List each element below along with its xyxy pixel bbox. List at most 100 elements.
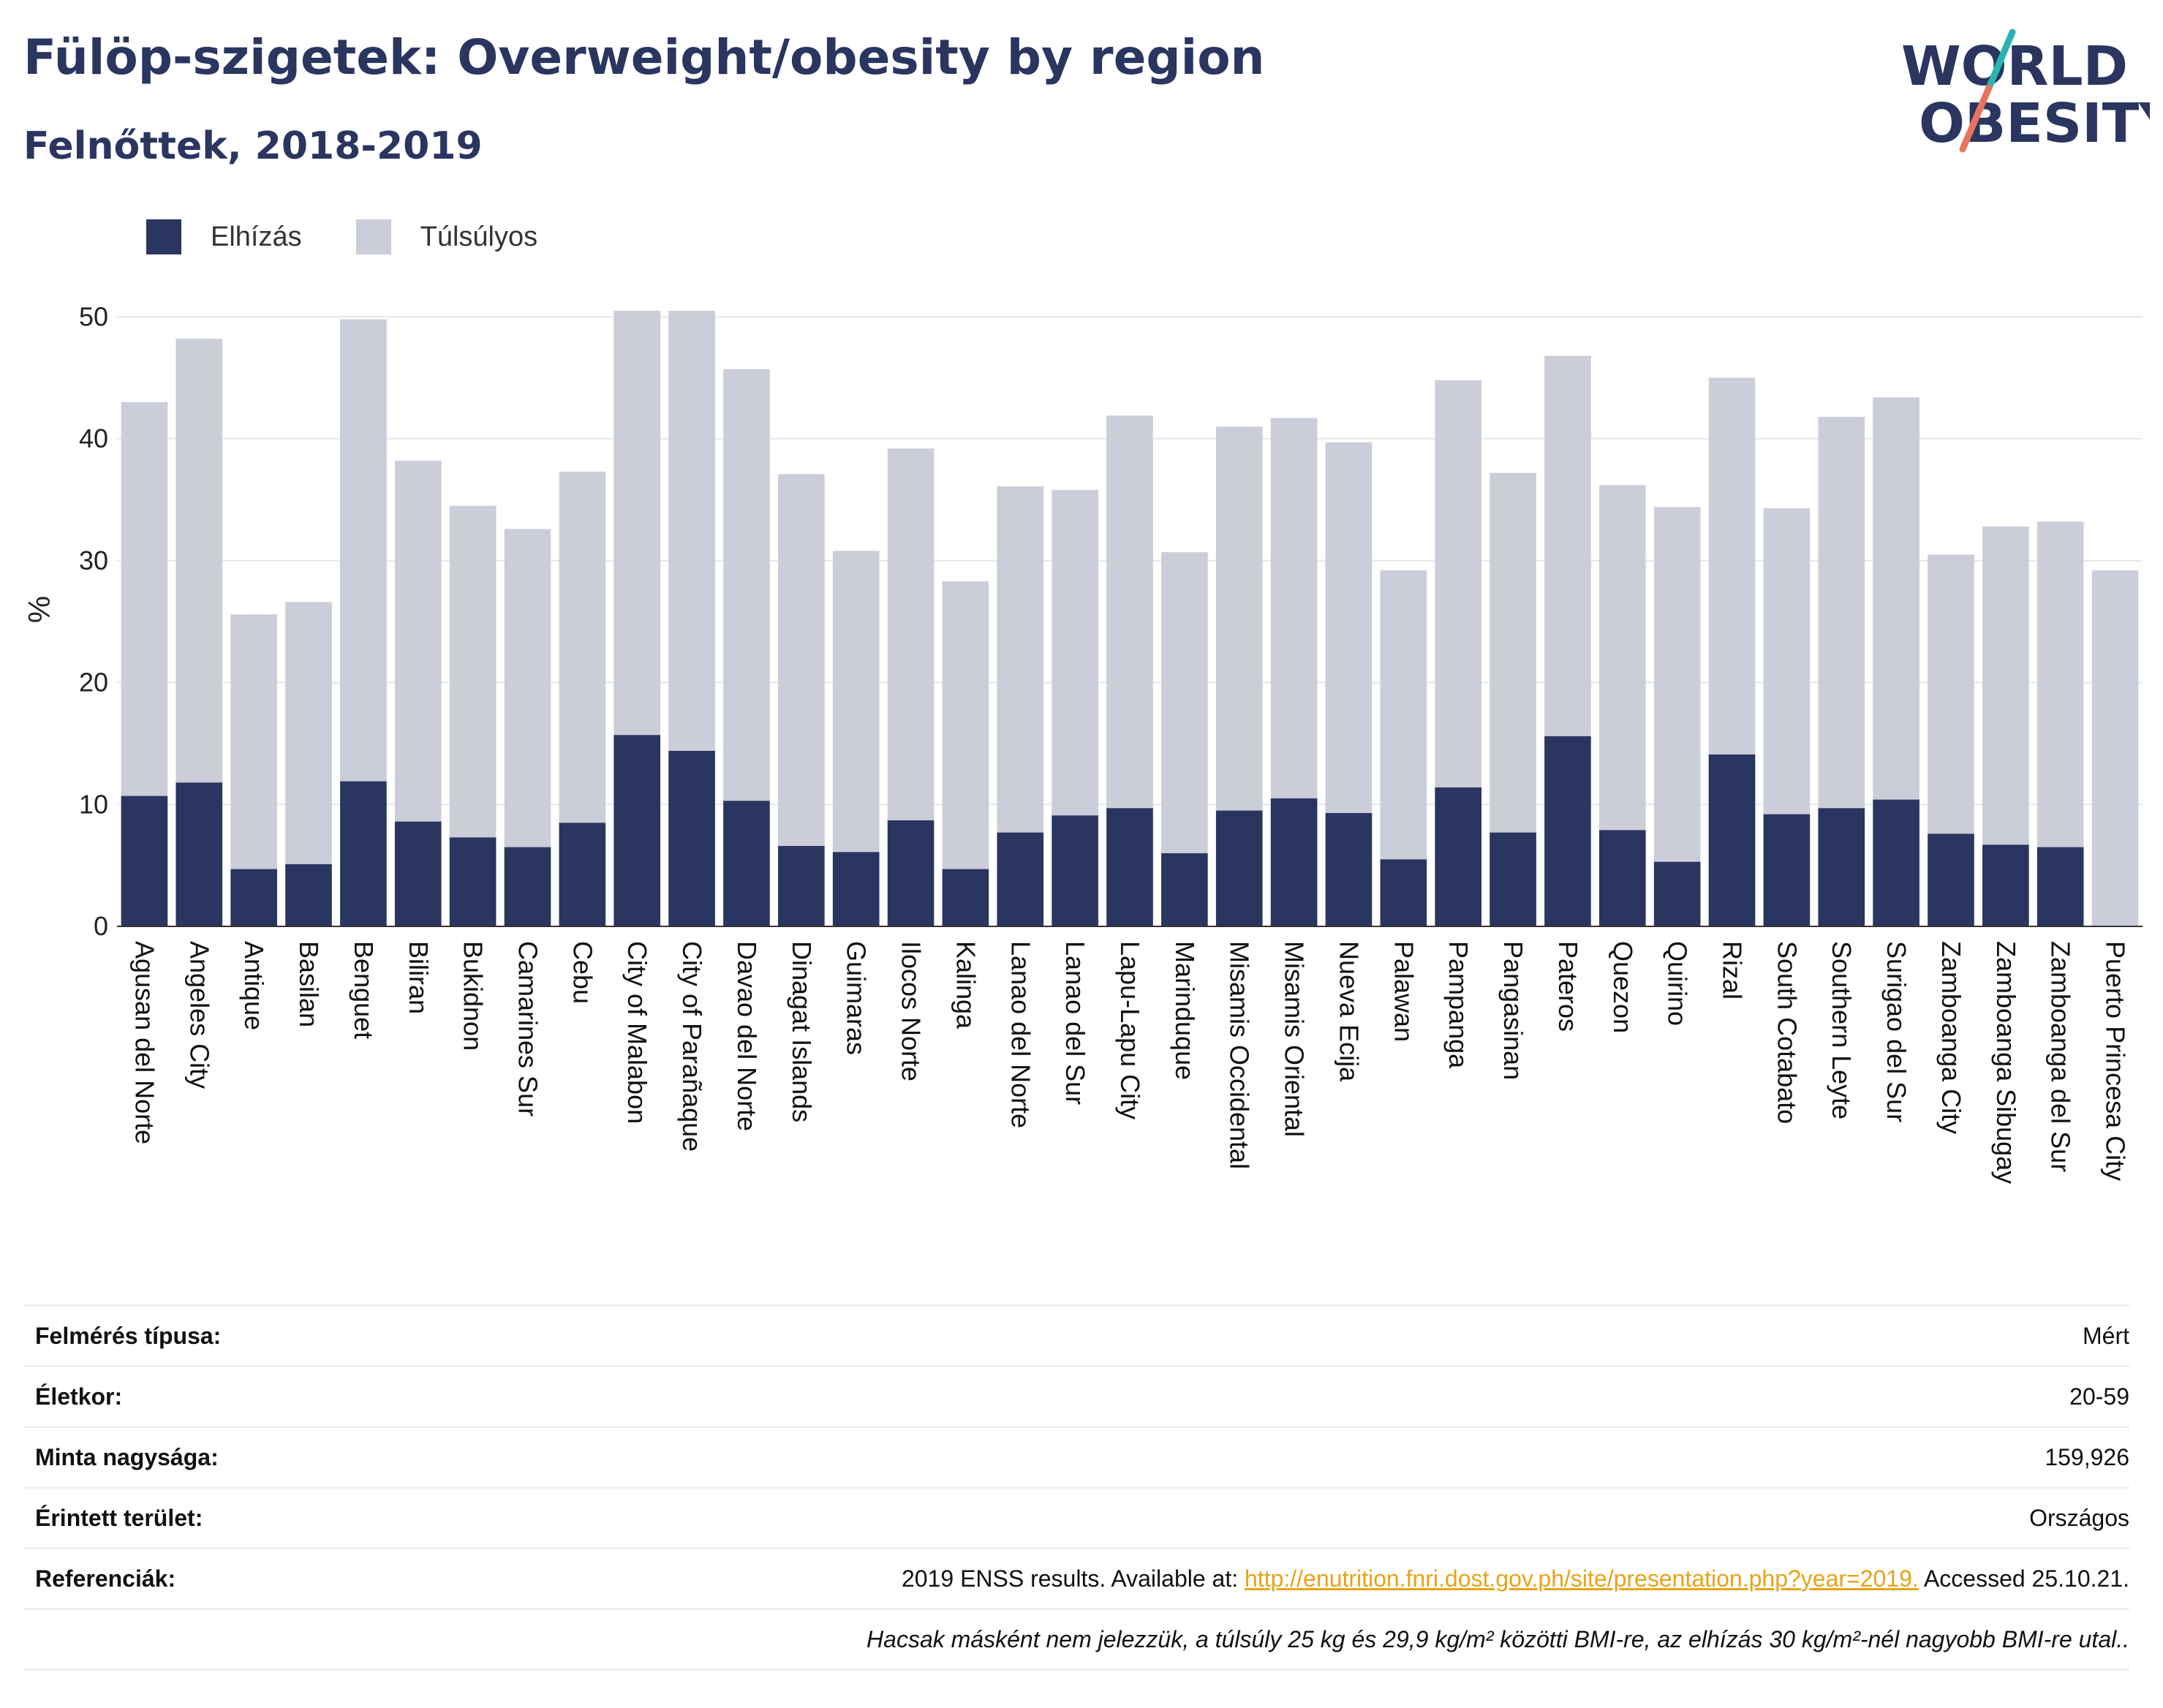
reference-suffix: Accessed 25.10.21. [1918, 1565, 2129, 1592]
bar-overweight [723, 369, 770, 801]
bar-obesity [559, 823, 606, 926]
info-value: 20-59 [2069, 1383, 2129, 1410]
bar-obesity [614, 735, 661, 926]
bar-overweight [1708, 377, 1756, 755]
bar-obesity [887, 820, 935, 926]
x-tick-label: Ilocos Norte [896, 941, 926, 1081]
info-value: 159,926 [2045, 1443, 2129, 1470]
logo-slash-teal [1985, 29, 2016, 91]
info-row-sample-size: Minta nagysága: 159,926 [23, 1428, 2129, 1489]
x-tick-label: Lanao del Sur [1060, 941, 1090, 1105]
x-tick-label: Surigao del Sur [1881, 941, 1911, 1122]
bar-obesity [1544, 736, 1591, 926]
legend-item-obesity[interactable]: Elhízás [146, 219, 302, 254]
x-tick-label: Lapu-Lapu City [1115, 941, 1145, 1119]
bar-chart: 0 10 20 30 40 50% Agusan del Norte Angeles City… [22, 301, 2143, 1184]
bar-obesity [230, 869, 277, 926]
bar-overweight [1544, 355, 1591, 736]
bar-obesity [723, 801, 770, 926]
x-tick-label: Davao del Norte [732, 941, 762, 1131]
x-tick-label: South Cotabato [1772, 941, 1802, 1124]
bar-obesity [1763, 814, 1811, 926]
page-subtitle: Felnőttek, 2018-2019 [23, 124, 483, 168]
x-tick-label: Zamboanga City [1936, 941, 1966, 1134]
info-row-survey-type: Felmérés típusa: Mért [23, 1307, 2129, 1367]
bar-overweight [1928, 554, 1974, 834]
bar-obesity [449, 837, 497, 926]
bar-obesity [1653, 861, 1701, 926]
legend-item-overweight[interactable]: Túlsúlyos [355, 219, 538, 254]
info-label: Minta nagysága: [35, 1443, 219, 1470]
bar-overweight [668, 311, 715, 751]
bar-obesity [1598, 830, 1646, 926]
bar-overweight [340, 319, 387, 782]
info-value: Országos [2029, 1504, 2129, 1531]
bar-obesity [1270, 798, 1318, 926]
info-table: Felmérés típusa: Mért Életkor: 20-59 Min… [23, 1304, 2129, 1671]
bar-overweight [942, 581, 989, 869]
x-tick-label: Benguet [349, 941, 379, 1039]
bar-obesity [1106, 808, 1153, 926]
bar-overweight [449, 505, 497, 838]
footnote: Hacsak másként nem jelezzük, a túlsúly 2… [867, 1625, 2129, 1652]
bar-overweight [2091, 570, 2139, 926]
bar-obesity [394, 821, 442, 926]
legend-label-obesity: Elhízás [211, 221, 302, 252]
bar-overweight [1380, 570, 1427, 860]
bar-overweight [1106, 415, 1153, 809]
bar-obesity [1435, 787, 1482, 926]
bar-overweight [559, 472, 606, 823]
x-tick-label: Zamboanga Sibugay [1991, 941, 2021, 1184]
bar-overweight [614, 311, 661, 736]
y-tick-label: 40 [79, 423, 108, 453]
info-row-age: Életkor: 20-59 [23, 1367, 2129, 1428]
bar-obesity [1490, 832, 1536, 926]
bar-obesity [1928, 834, 1974, 926]
x-tick-label: Lanao del Norte [1005, 941, 1035, 1128]
x-tick-label: Pampanga [1443, 941, 1473, 1069]
bar-obesity [997, 832, 1044, 926]
x-tick-label: Dinagat Islands [787, 941, 817, 1122]
x-tick-label: Pangasinan [1498, 941, 1528, 1080]
x-tick-label: Quirino [1663, 941, 1693, 1026]
bar-overweight [1763, 508, 1811, 815]
y-tick-label: 20 [79, 668, 108, 698]
x-tick-label: Biliran [404, 941, 434, 1014]
bar-obesity [121, 796, 168, 926]
y-tick-label: 10 [79, 789, 108, 819]
y-tick-label: 50 [79, 301, 108, 331]
bar-obesity [942, 869, 989, 926]
bar-obesity [1052, 815, 1098, 926]
info-row-area: Érintett terület: Országos [23, 1489, 2129, 1549]
reference-link[interactable]: http://enutrition.fnri.dost.gov.ph/site/… [1245, 1565, 1919, 1592]
bar-overweight [1052, 490, 1098, 816]
y-tick-label: 30 [79, 545, 108, 575]
reference-prefix: 2019 ENSS results. Available at: [901, 1565, 1245, 1592]
x-tick-label: Bukidnon [458, 941, 488, 1051]
x-tick-label: Marinduque [1170, 941, 1200, 1080]
info-row-note: Hacsak másként nem jelezzük, a túlsúly 2… [23, 1610, 2129, 1671]
legend-label-overweight: Túlsúlyos [420, 221, 538, 252]
bar-obesity [340, 781, 387, 926]
bar-overweight [504, 529, 551, 847]
bar-overweight [175, 339, 223, 783]
bar-overweight [1215, 426, 1263, 811]
x-tick-label: Basilan [294, 941, 324, 1027]
bar-obesity [175, 782, 223, 926]
legend-swatch-obesity [146, 219, 181, 254]
bar-overweight [1435, 380, 1482, 787]
bar-overweight [394, 461, 442, 822]
bar-obesity [1215, 810, 1263, 926]
x-tick-label: City of Malabon [622, 941, 652, 1124]
bar-obesity [1325, 812, 1373, 926]
y-axis-title: % [22, 596, 56, 623]
bar-overweight [997, 486, 1044, 833]
info-row-references: Referenciák: 2019 ENSS results. Availabl… [23, 1549, 2129, 1610]
bar-overweight [1982, 526, 2029, 845]
bar-obesity [1982, 844, 2029, 926]
bar-obesity [285, 864, 332, 926]
bar-obesity [1873, 799, 1919, 926]
y-tick-label: 0 [94, 911, 108, 941]
bar-obesity [668, 750, 715, 926]
x-tick-label: Palawan [1389, 941, 1419, 1042]
